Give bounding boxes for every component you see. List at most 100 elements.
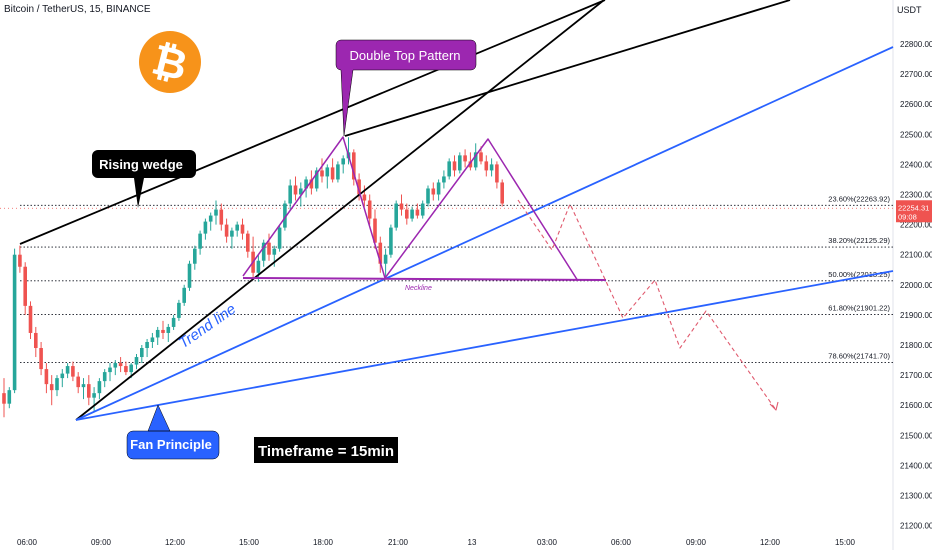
- neckline: [242, 277, 607, 281]
- candle-body: [145, 341, 149, 349]
- candle-body: [320, 170, 324, 177]
- candle-body: [44, 369, 49, 385]
- candle-body: [330, 167, 335, 180]
- candle-body: [23, 266, 27, 306]
- candle-body: [113, 363, 118, 368]
- candle-body: [362, 194, 367, 201]
- y-tick-label: 22700.00: [900, 70, 932, 79]
- double-top-label: Double Top Pattern: [349, 48, 460, 63]
- candle-body: [2, 393, 6, 404]
- candle-body: [405, 209, 409, 219]
- x-tick-label: 18:00: [313, 538, 334, 547]
- candle-body: [314, 170, 319, 189]
- y-tick-label: 22500.00: [900, 130, 932, 139]
- candle-body: [378, 242, 383, 264]
- candle-body: [357, 179, 361, 195]
- candle-body: [28, 305, 33, 333]
- candle-body: [12, 254, 17, 391]
- candle-body: [224, 224, 229, 237]
- projection-arrowhead: [769, 401, 779, 411]
- candle-body: [34, 332, 38, 349]
- candle-body: [219, 209, 224, 225]
- x-tick-label: 12:00: [760, 538, 781, 547]
- fan-principle-callout: [126, 404, 220, 460]
- candle-body: [426, 188, 430, 204]
- candle-body: [410, 209, 414, 219]
- candle-body: [463, 155, 467, 162]
- y-tick-label: 22300.00: [900, 191, 932, 200]
- candle-body: [49, 384, 54, 391]
- x-tick-label: 09:00: [91, 538, 112, 547]
- last-price-value: 22254.31: [898, 203, 929, 212]
- price-unit: USDT: [897, 5, 922, 15]
- candle-body: [352, 152, 356, 180]
- y-tick-label: 21300.00: [900, 492, 932, 501]
- y-tick-label: 21400.00: [900, 461, 932, 470]
- candle-body: [177, 302, 181, 318]
- candle-body: [193, 248, 197, 264]
- x-tick-label: 09:00: [686, 538, 707, 547]
- candle-body: [18, 254, 22, 267]
- candle-body: [272, 248, 277, 255]
- candle-body: [39, 348, 43, 370]
- candle-body: [458, 155, 462, 171]
- candle-body: [394, 203, 398, 228]
- candle-body: [81, 384, 86, 388]
- y-tick-label: 22600.00: [900, 100, 932, 109]
- candle-body: [373, 218, 377, 243]
- candle-body: [203, 221, 208, 234]
- y-tick-label: 21700.00: [900, 371, 932, 380]
- candle-body: [140, 348, 144, 358]
- candle-body: [293, 185, 298, 195]
- candle-body: [415, 209, 420, 216]
- candle-body: [208, 215, 213, 222]
- y-tick-label: 21500.00: [900, 431, 932, 440]
- candle-body: [198, 233, 202, 249]
- candle-body: [431, 188, 436, 195]
- candle-body: [161, 329, 165, 333]
- y-tick-label: 21900.00: [900, 311, 932, 320]
- x-tick-label: 06:00: [17, 538, 38, 547]
- x-tick-label: 15:00: [835, 538, 856, 547]
- fan-principle-label: Fan Principle: [130, 437, 212, 452]
- candle-body: [299, 188, 303, 195]
- candle-body: [399, 203, 404, 210]
- candle-body: [71, 366, 75, 377]
- rising-wedge-label: Rising wedge: [99, 157, 183, 172]
- candle-body: [267, 242, 271, 255]
- x-tick-label: 06:00: [611, 538, 632, 547]
- candle-body: [495, 164, 499, 183]
- candle-body: [182, 287, 186, 303]
- x-tick-label: 15:00: [239, 538, 260, 547]
- candle-body: [55, 378, 59, 391]
- last-price-tag: [896, 200, 932, 223]
- candle-body: [214, 209, 218, 216]
- candle-body: [447, 161, 451, 177]
- candle-body: [134, 357, 139, 365]
- candle-body: [468, 161, 473, 168]
- fib-level-label: 38.20%(22125.29): [828, 236, 890, 245]
- candle-body: [500, 182, 504, 204]
- y-tick-label: 22100.00: [900, 251, 932, 260]
- candle-body: [484, 161, 489, 171]
- candle-body: [108, 367, 112, 373]
- projected-path: [517, 199, 777, 411]
- candle-body: [261, 242, 266, 261]
- x-tick-label: 13: [468, 538, 477, 547]
- bitcoin-logo: [139, 31, 201, 93]
- x-tick-label: 12:00: [165, 538, 186, 547]
- candle-body: [283, 203, 287, 228]
- y-tick-label: 21800.00: [900, 341, 932, 350]
- candle-body: [367, 200, 372, 219]
- y-tick-label: 22400.00: [900, 160, 932, 169]
- candle-body: [187, 263, 192, 288]
- candle-body: [102, 372, 107, 382]
- candle-body: [240, 224, 245, 234]
- candle-body: [230, 230, 234, 237]
- candle-body: [97, 381, 102, 394]
- last-price-countdown: 09:08: [898, 212, 917, 221]
- candle-body: [479, 152, 483, 162]
- candle-body: [60, 373, 65, 379]
